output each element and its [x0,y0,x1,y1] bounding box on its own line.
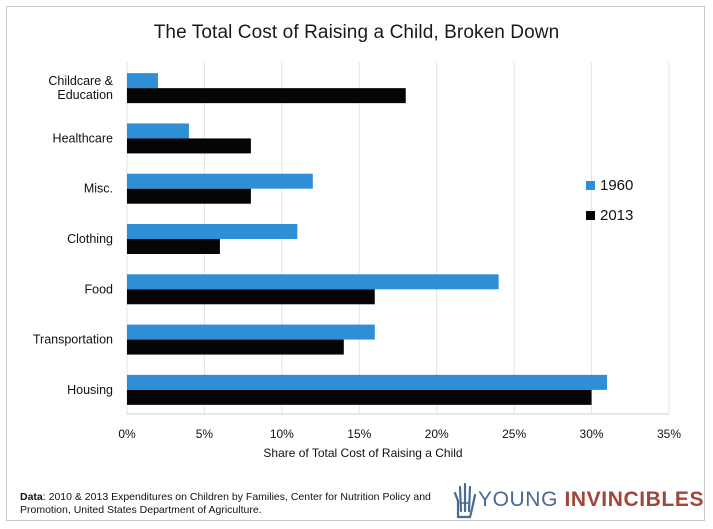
x-axis-label: Share of Total Cost of Raising a Child [263,446,462,460]
x-tick-label: 30% [580,427,604,441]
x-tick-label: 0% [118,427,136,441]
category-label: Food [85,282,114,296]
category-label: Transportation [33,333,113,347]
category-label: Clothing [67,232,113,246]
category-label: Healthcare [53,131,113,145]
bar-2013 [127,88,406,104]
category-label: Misc. [84,182,113,196]
source-label: Data [20,491,43,503]
bar-2013 [127,339,344,355]
category-label: Housing [67,383,113,397]
category-label: Childcare & Education [48,74,113,102]
x-tick-label: 15% [347,427,371,441]
gridlines [126,62,670,415]
legend-item-1960: 1960 [586,170,633,200]
bar-2013 [127,188,251,204]
bar-1960 [127,224,298,239]
source-note: Data: 2010 & 2013 Expenditures on Childr… [20,491,440,517]
bar-2013 [127,389,592,405]
category-labels: Childcare & Education Healthcare Misc. Cloth… [33,74,114,397]
bar-2013 [127,289,375,305]
bars [127,73,608,405]
bar-2013 [127,138,251,154]
bar-1960 [127,73,158,89]
logo: YOUNG INVINCIBLES [452,480,704,520]
x-tick-label: 5% [196,427,214,441]
bar-1960 [127,324,375,340]
legend-label-1960: 1960 [600,176,634,194]
x-tick-label: 20% [425,427,449,441]
bar-1960 [127,173,313,189]
legend-label-2013: 2013 [600,206,634,224]
legend-swatch-1960 [586,180,595,190]
logo-word-invincibles: INVINCIBLES [564,488,705,511]
bar-1960 [127,374,608,390]
logo-word-young: YOUNG [478,488,559,511]
x-tick-label: 35% [657,427,681,441]
logo-wordmark: YOUNG INVINCIBLES [478,488,704,512]
hand-icon [453,482,477,519]
bar-1960 [127,123,189,139]
legend-item-2013: 2013 [586,200,633,230]
bar-1960 [127,274,499,290]
source-text: : 2010 & 2013 Expenditures on Children b… [20,491,431,516]
chart-title: The Total Cost of Raising a Child, Broke… [153,22,560,43]
legend: 1960 2013 [586,170,633,230]
legend-swatch-2013 [586,210,595,220]
bar-2013 [127,239,220,254]
x-tick-labels: 0% 5% 10% 15% 20% 25% 30% 35% [118,427,681,441]
x-tick-label: 25% [502,427,526,441]
x-tick-label: 10% [270,427,294,441]
